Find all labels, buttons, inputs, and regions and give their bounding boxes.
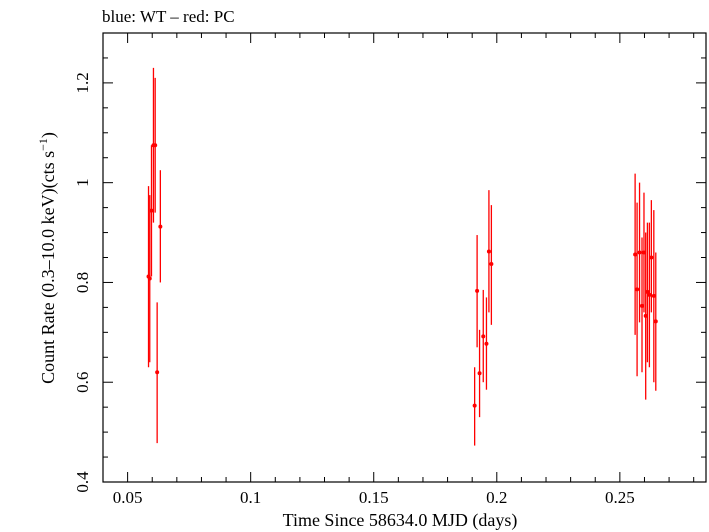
y-axis-ticks: 0.4 0.6 0.8 1 1.2 [73, 32, 706, 493]
y-tick-label: 0.6 [73, 372, 92, 393]
data-marker [147, 276, 152, 281]
x-tick-label: 0.1 [240, 488, 261, 507]
data-marker [481, 334, 486, 339]
data-point [158, 170, 163, 283]
data-point [649, 200, 654, 313]
data-point [486, 190, 491, 313]
data-marker [651, 293, 656, 298]
data-marker [641, 250, 646, 255]
data-point [472, 367, 477, 446]
x-axis-ticks: 0.05 0.1 0.15 0.2 0.25 [102, 33, 695, 507]
x-tick-label: 0.05 [113, 488, 143, 507]
data-point [155, 302, 160, 444]
data-point [641, 192, 646, 313]
data-point [149, 145, 154, 277]
data-marker [640, 303, 645, 308]
y-axis-label-close: ) [38, 132, 59, 138]
x-tick-label: 0.2 [486, 488, 507, 507]
data-marker [158, 224, 163, 229]
data-point [640, 237, 645, 373]
data-point [147, 195, 152, 363]
data-point [635, 202, 640, 377]
data-marker [653, 319, 658, 324]
data-marker [477, 371, 482, 376]
data-marker [484, 341, 489, 346]
y-tick-label: 0.4 [73, 471, 92, 493]
data-point [475, 235, 480, 348]
plot-frame [102, 32, 707, 483]
data-point [484, 297, 489, 390]
chart-title: blue: WT – red: PC [102, 7, 235, 26]
data-marker [643, 313, 648, 318]
data-point [481, 289, 486, 383]
y-tick-label: 1.2 [73, 72, 92, 93]
data-point [645, 222, 650, 363]
data-series-pc [146, 67, 658, 446]
x-tick-label: 0.15 [359, 488, 389, 507]
x-tick-label: 0.25 [605, 488, 635, 507]
data-marker [649, 255, 654, 260]
data-marker [645, 289, 650, 294]
data-marker [486, 249, 491, 254]
data-marker [153, 143, 158, 148]
data-marker [472, 403, 477, 408]
data-point [637, 182, 642, 323]
data-marker [633, 252, 638, 257]
data-marker [647, 292, 652, 297]
data-point [489, 205, 494, 325]
y-axis-label: Count Rate (0.3–10.0 keV)(cts s−1) [36, 132, 59, 384]
data-marker [155, 370, 160, 375]
x-axis-label: Time Since 58634.0 MJD (days) [283, 510, 518, 531]
data-point [647, 222, 652, 368]
data-point [633, 173, 638, 335]
data-marker [635, 287, 640, 292]
data-marker [475, 288, 480, 293]
data-point [651, 210, 656, 383]
y-axis-label-exponent: −1 [36, 138, 50, 151]
y-tick-label: 0.8 [73, 272, 92, 293]
data-point [653, 252, 658, 391]
data-point [153, 77, 158, 213]
data-point [477, 329, 482, 418]
data-point [643, 232, 648, 400]
data-marker [637, 250, 642, 255]
y-tick-label: 1 [73, 178, 92, 187]
data-marker [489, 261, 494, 266]
y-axis-label-main: Count Rate (0.3–10.0 keV)(cts s [38, 151, 59, 384]
data-marker [149, 208, 154, 213]
